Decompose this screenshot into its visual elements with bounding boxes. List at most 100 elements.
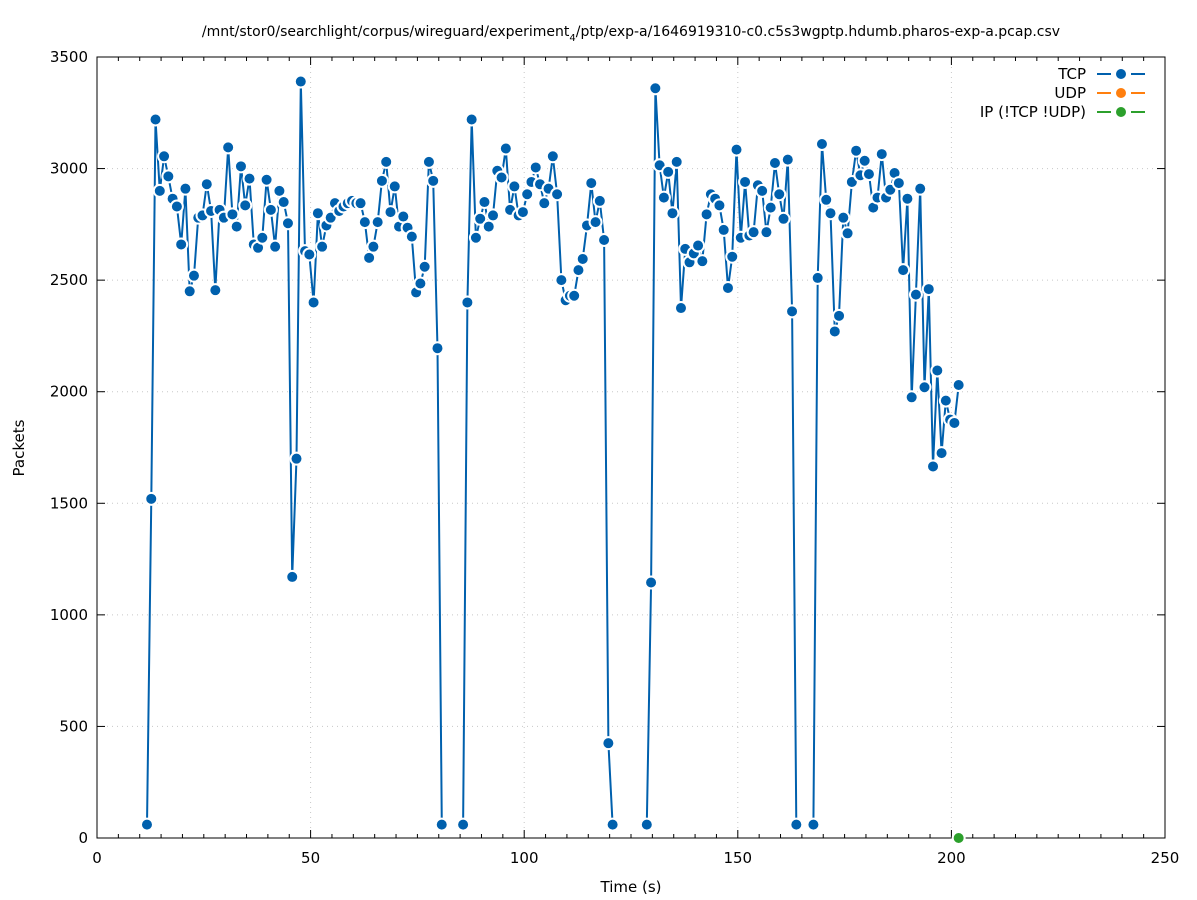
- data-point: [951, 378, 966, 393]
- data-point: [460, 295, 475, 310]
- data-point: [673, 301, 688, 316]
- data-point: [921, 282, 936, 297]
- data-point: [755, 183, 770, 198]
- data-point: [904, 390, 919, 405]
- data-point: [832, 308, 847, 323]
- data-point: [938, 393, 953, 408]
- x-tick-label: 200: [937, 849, 966, 867]
- data-point: [199, 177, 214, 192]
- data-point: [370, 215, 385, 230]
- y-tick-label: 3000: [50, 160, 88, 178]
- data-point: [464, 112, 479, 127]
- data-point: [353, 196, 368, 211]
- y-tick-label: 500: [59, 717, 88, 735]
- data-point: [656, 190, 671, 205]
- data-point: [528, 160, 543, 175]
- data-point: [772, 187, 787, 202]
- data-point: [857, 153, 872, 168]
- data-point: [276, 195, 291, 210]
- data-point: [691, 238, 706, 253]
- data-point: [477, 195, 492, 210]
- data-point: [169, 199, 184, 214]
- data-point: [951, 831, 966, 845]
- data-point: [648, 81, 663, 96]
- data-point: [776, 211, 791, 226]
- data-point: [417, 259, 432, 274]
- data-point: [387, 179, 402, 194]
- data-point: [712, 198, 727, 213]
- chart-title-subscript: 4: [569, 33, 575, 44]
- data-point: [473, 211, 488, 226]
- data-point: [293, 74, 308, 89]
- data-point: [746, 225, 761, 240]
- data-point: [152, 183, 167, 198]
- data-point: [900, 191, 915, 206]
- data-point: [161, 169, 176, 184]
- data-point: [413, 276, 428, 291]
- data-point: [738, 174, 753, 189]
- legend-label: IP (!TCP !UDP): [980, 103, 1086, 121]
- data-point: [639, 817, 654, 832]
- data-point: [720, 280, 735, 295]
- y-tick-label: 1000: [50, 606, 88, 624]
- data-point: [174, 237, 189, 252]
- y-axis-title: Packets: [10, 419, 28, 476]
- data-point: [507, 179, 522, 194]
- series-line: [146, 81, 443, 825]
- data-point: [263, 202, 278, 217]
- data-point: [498, 141, 513, 156]
- data-point: [310, 206, 325, 221]
- axes: 0 500 1000 1500 2000 2500 3000 3500 0 50 100 150 200…: [50, 48, 1180, 867]
- y-tick-label: 2500: [50, 271, 88, 289]
- data-point: [545, 149, 560, 164]
- data-point: [208, 283, 223, 298]
- data-point: [306, 295, 321, 310]
- y-tick-label: 2000: [50, 383, 88, 401]
- legend-marker: [1114, 86, 1128, 100]
- data-point: [434, 817, 449, 832]
- data-point: [665, 206, 680, 221]
- data-point: [780, 152, 795, 167]
- data-point: [426, 173, 441, 188]
- x-tick-label: 250: [1151, 849, 1180, 867]
- data-point: [567, 288, 582, 303]
- series-line: [812, 143, 960, 825]
- x-tick-label: 150: [723, 849, 752, 867]
- data-point: [823, 206, 838, 221]
- data-point: [947, 415, 962, 430]
- data-point: [233, 159, 248, 174]
- data-point: [468, 230, 483, 245]
- data-point: [729, 142, 744, 157]
- data-point: [383, 205, 398, 220]
- data-point: [840, 226, 855, 241]
- data-point: [221, 140, 236, 155]
- data-point: [874, 147, 889, 162]
- x-tick-label: 100: [510, 849, 539, 867]
- data-point: [157, 149, 172, 164]
- data-point: [494, 170, 509, 185]
- plot-area: [139, 74, 966, 845]
- data-point: [430, 341, 445, 356]
- legend-label: TCP: [1057, 65, 1086, 83]
- data-point: [280, 216, 295, 231]
- data-point: [725, 249, 740, 264]
- x-tick-label: 0: [92, 849, 102, 867]
- data-point: [315, 239, 330, 254]
- data-point: [537, 196, 552, 211]
- data-point: [242, 171, 257, 186]
- data-point: [926, 459, 941, 474]
- data-point: [891, 176, 906, 191]
- data-point: [421, 154, 436, 169]
- data-point: [289, 451, 304, 466]
- data-point: [896, 263, 911, 278]
- chart-title-suffix: /ptp/exp-a/1646919310-c0.c5s3wgptp.hdumb…: [576, 24, 1060, 40]
- data-point: [806, 817, 821, 832]
- data-point: [605, 817, 620, 832]
- data-point: [225, 207, 240, 222]
- data-point: [695, 254, 710, 269]
- data-point: [592, 193, 607, 208]
- legend-marker: [1114, 105, 1128, 119]
- x-tick-label: 50: [301, 849, 320, 867]
- legend-marker: [1114, 67, 1128, 81]
